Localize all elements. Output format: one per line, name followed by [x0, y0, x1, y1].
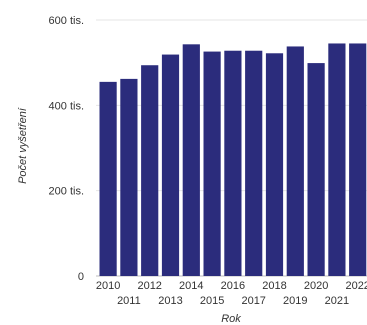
y-axis-title: Počet vyšetření: [17, 107, 29, 184]
y-tick-label: 0: [78, 271, 84, 283]
bar-2014: [182, 44, 200, 276]
x-tick-label: 2021: [325, 295, 349, 307]
bar-2013: [161, 54, 180, 277]
x-tick-labels: 2010 2011 2012 2013 2014 2015 2016 2017 2018 2019…: [96, 280, 367, 307]
x-tick-label: 2019: [283, 295, 307, 307]
y-tick-label: 600 tis.: [49, 15, 84, 27]
x-tick-label: 2013: [158, 295, 182, 307]
bar-2020: [307, 63, 325, 276]
bar-2012: [141, 65, 159, 276]
bar-2015: [203, 51, 221, 276]
bars-layer: [99, 43, 367, 277]
bar-2010: [99, 81, 117, 276]
x-tick-label: 2012: [137, 280, 161, 292]
bar-2016: [224, 50, 242, 276]
bar-2011: [120, 78, 138, 276]
x-tick-label: 2020: [304, 280, 328, 292]
x-tick-label: 2022: [345, 280, 367, 292]
y-tick-labels: 0 200 tis. 400 tis. 600 tis.: [49, 15, 84, 283]
x-tick-label: 2018: [262, 280, 286, 292]
y-tick-label: 400 tis.: [49, 100, 84, 112]
bar-2019: [286, 46, 304, 276]
x-tick-label: 2011: [117, 295, 141, 307]
x-tick-label: 2015: [200, 295, 224, 307]
bar-2022: [349, 43, 367, 276]
bar-2018: [265, 53, 284, 276]
x-tick-label: 2017: [241, 295, 265, 307]
bar-2021: [328, 43, 346, 276]
x-tick-label: 2016: [221, 280, 245, 292]
x-tick-label: 2010: [96, 280, 120, 292]
y-tick-label: 200 tis.: [49, 186, 84, 198]
x-tick-label: 2014: [179, 280, 203, 292]
bar-2017: [245, 50, 263, 276]
x-axis-title: Rok: [221, 313, 241, 325]
